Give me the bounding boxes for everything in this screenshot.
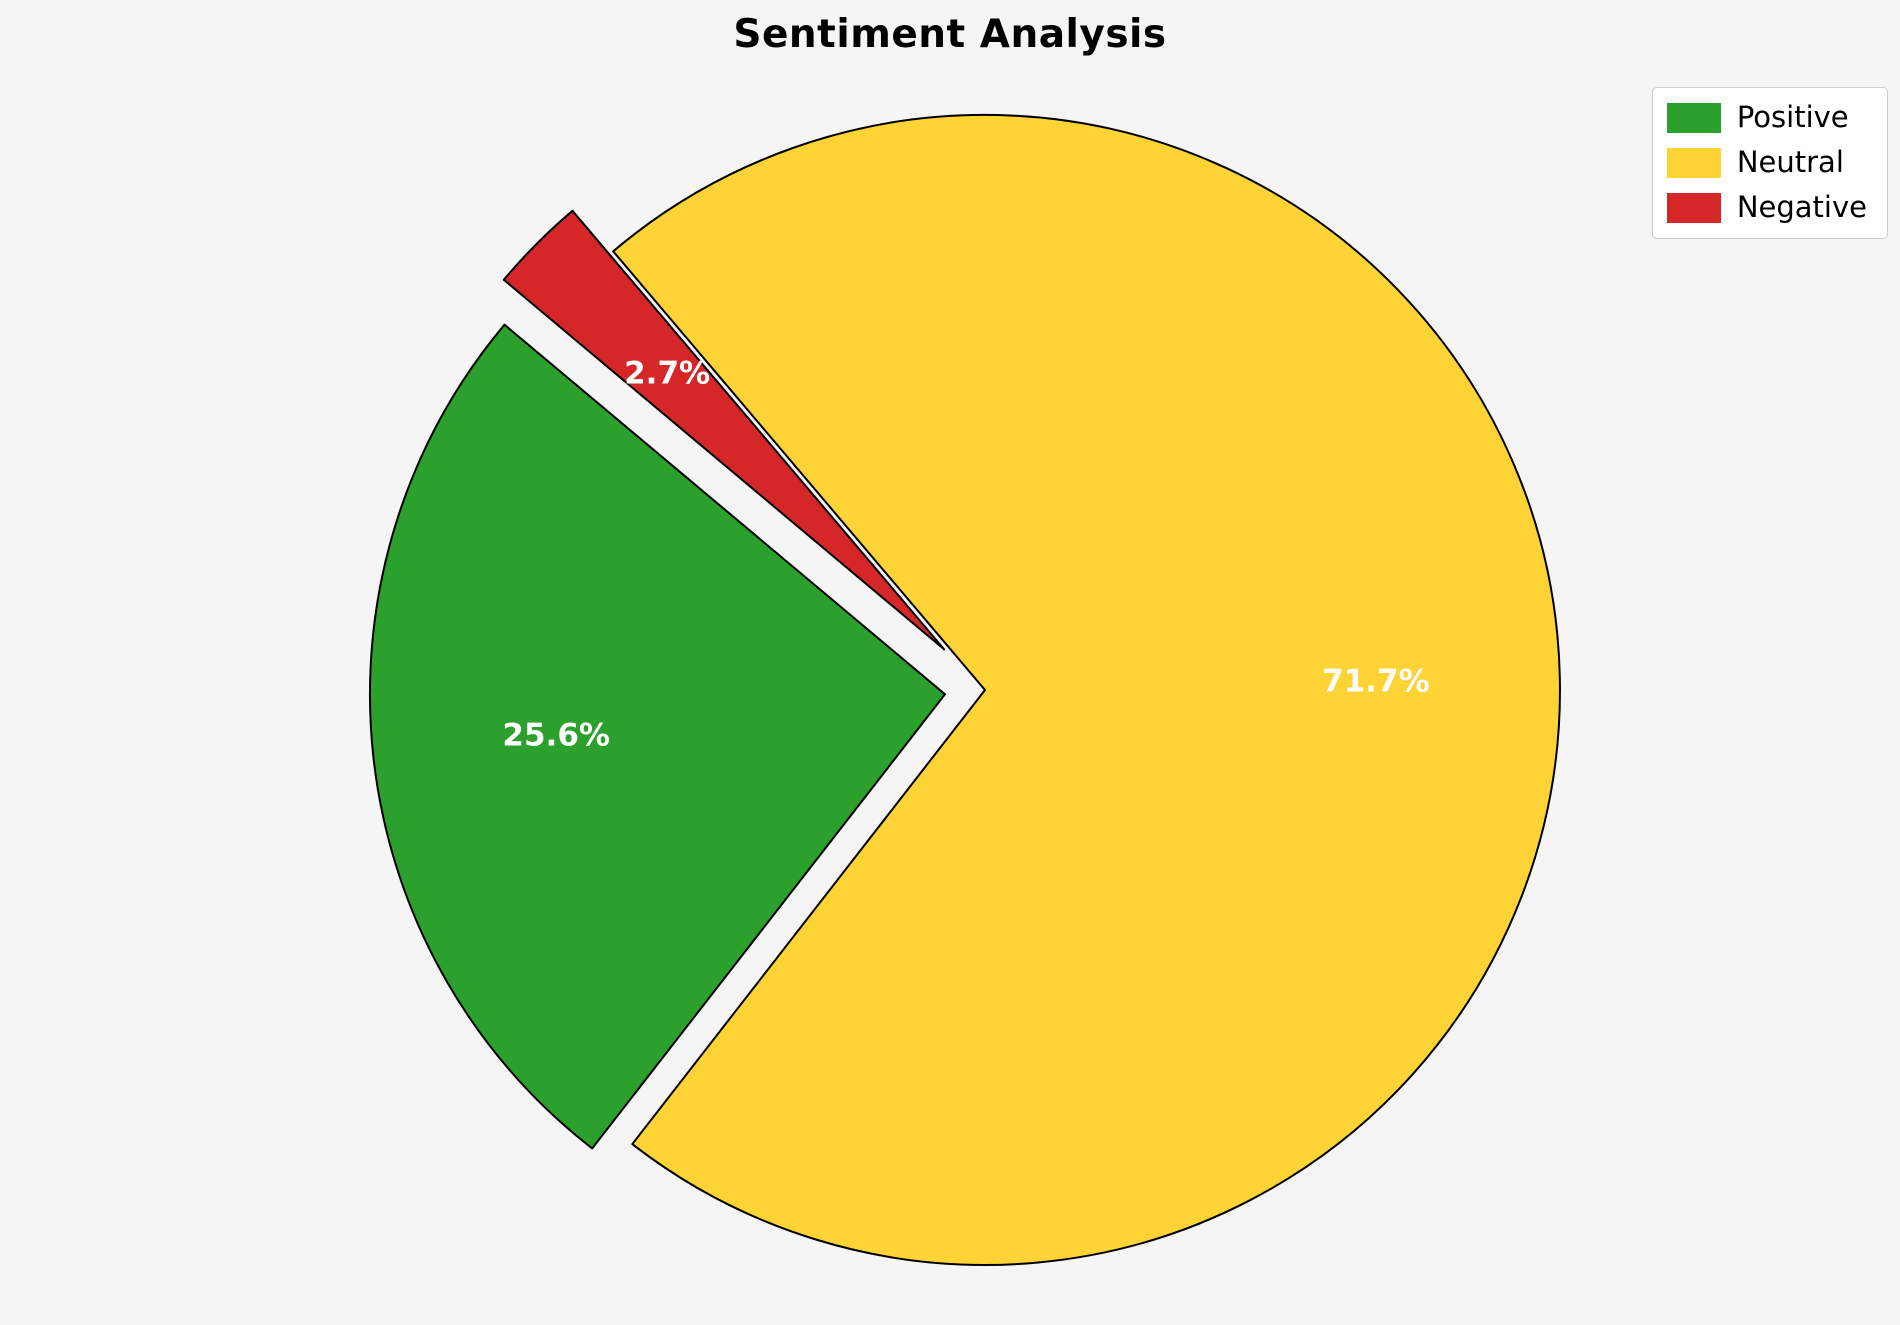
legend-swatch-neutral: [1666, 147, 1721, 178]
pie-slice-neutral: [612, 113, 1561, 1266]
legend: Positive Neutral Negative: [1651, 87, 1888, 239]
pie-slice-positive: [369, 323, 946, 1150]
pct-label-negative: 2.7%: [624, 356, 710, 392]
legend-label-positive: Positive: [1736, 100, 1849, 134]
legend-item-negative: Negative: [1666, 189, 1867, 224]
legend-swatch-positive: [1666, 102, 1721, 133]
legend-item-positive: Positive: [1666, 100, 1867, 134]
chart-title: Sentiment Analysis: [733, 12, 1167, 57]
pct-label-neutral: 71.7%: [1322, 664, 1430, 700]
legend-item-neutral: Neutral: [1666, 144, 1867, 179]
legend-swatch-negative: [1666, 192, 1721, 223]
legend-label-neutral: Neutral: [1736, 144, 1844, 179]
legend-label-negative: Negative: [1736, 189, 1867, 224]
pct-label-positive: 25.6%: [502, 718, 610, 754]
pie-slice-negative: [502, 209, 946, 651]
